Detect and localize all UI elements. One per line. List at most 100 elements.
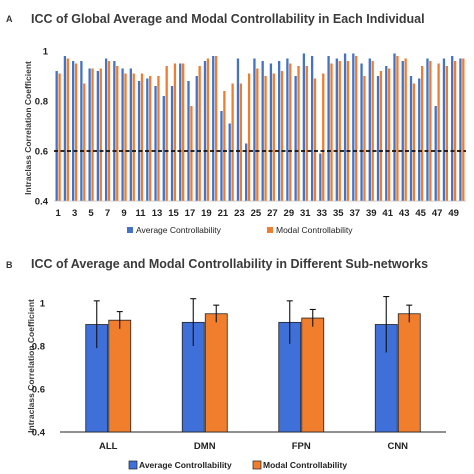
panel-b-y-tick-label: 0.4 [32,428,46,439]
panel-a-average-bar [187,81,190,201]
panel-b-y-axis-label: Intraclass Correlation Coefficient [26,299,36,433]
panel-a-x-tick-label: 29 [284,208,295,219]
panel-a-modal-bar [338,61,341,201]
panel-a-modal-bar [132,73,135,201]
panel-a-modal-bar [289,63,292,201]
legend-b-average-label: Average Controllability [139,460,232,470]
panel-a-average-bar [146,78,149,201]
panel-a-modal-bar [214,56,218,201]
panel-b-x-tick-label: ALL [99,441,118,452]
panel-a-modal-bar [305,66,308,201]
panel-a-modal-bar [272,73,275,201]
panel-a-x-tick-label: 11 [135,208,146,219]
panel-a-average-bar [63,56,67,201]
panel-b-plot: 0.4 0.6 0.8 1 ALL DMN FPN CNN [32,295,446,452]
panel-b-x-tick-label: DMN [194,441,216,452]
panel-a-average-bar [393,53,396,201]
panel-a-modal-bar [404,58,407,201]
panel-a-average-bar [261,61,264,201]
panel-a-average-bar [129,68,132,201]
panel-a-average-bar [442,58,446,201]
panel-a-average-bar [426,58,429,201]
panel-a-modal-bar [420,66,424,201]
panel-a-modal-bar [206,58,210,201]
panel-a-y-axis-label: Intraclass Correlation Coefficient [23,61,33,195]
panel-a-x-tick-label: 9 [121,208,126,219]
panel-a-x-tick-label: 21 [218,208,229,219]
legend-a-average-swatch [127,227,133,233]
panel-a-average-bar [343,53,347,201]
panel-b-x-tick-label: CNN [387,441,408,452]
panel-a-modal-bar [239,83,242,201]
panel-a-average-bar [113,61,116,201]
panel-a-x-tick-label: 33 [317,208,328,219]
panel-a-y-tick-label: 0.6 [35,147,48,158]
panel-a-average-bar [55,71,58,201]
panel-a-average-bar [352,53,355,201]
panel-a-average-bar [418,78,421,201]
panel-a-modal-bar [74,63,78,201]
panel-a-x-tick-label: 7 [105,208,110,219]
panel-a-average-bar [72,61,75,201]
panel-a-average-bar [385,66,388,201]
panel-a-modal-bar [363,76,366,201]
panel-a-x-tick-label: 23 [234,208,245,219]
panel-b-legend: Average Controllability Modal Controllab… [128,460,347,470]
panel-a-x-tick-label: 49 [448,208,459,219]
panel-a-average-bar [269,63,273,201]
panel-a-x-tick-label: 15 [168,208,179,219]
panel-b-letter: B [6,260,13,270]
panel-a-average-bar [319,153,322,201]
panel-a-x-tick-label: 47 [432,208,443,219]
panel-a-modal-bar [322,73,325,201]
panel-a-legend: Average Controllability Modal Controllab… [127,225,353,235]
panel-a-modal-bar [453,61,457,201]
panel-a-average-bar [236,58,240,201]
panel-a-modal-bar [330,63,333,201]
legend-a-modal-swatch [267,227,273,233]
panel-a-average-bar [253,58,256,201]
panel-a-average-bar [409,76,413,201]
panel-a-modal-bar [107,61,111,201]
legend-b-modal-label: Modal Controllability [263,460,347,470]
panel-a-letter: A [6,14,13,24]
panel-a-modal-bar [66,58,69,201]
panel-a-modal-bar [264,76,267,201]
panel-a-average-bar [80,61,83,201]
panel-b-modal-bar [204,313,228,433]
panel-a-average-bar [278,61,281,201]
legend-a-average-label: Average Controllability [136,225,222,235]
panel-a-average-bar [459,58,462,201]
panel-a-modal-bar [190,106,193,201]
panel-a-x-tick-label: 37 [349,208,360,219]
panel-a-x-tick-label: 17 [185,208,196,219]
panel-a-modal-bar [462,58,465,201]
panel-b-x-tick-label: FPN [292,441,311,452]
panel-a-modal-bar [346,61,350,201]
panel-a-plot: 0.40.60.811 3 5 7 9 11 13 15 17 19 21 23 25 27 29 31 33 3… [35,47,466,219]
panel-a-x-tick-label: 19 [201,208,212,219]
panel-a-modal-bar [280,71,284,201]
panel-a-modal-bar [445,66,448,201]
panel-a-x-tick-label: 27 [267,208,278,219]
panel-b-y-tick-label: 0.6 [32,385,45,396]
panel-a-x-tick-label: 41 [382,208,393,219]
panel-b-modal-bar [397,313,421,433]
panel-a-y-tick-label: 1 [43,47,49,58]
panel-a-average-bar [327,56,330,201]
panel-a-x-tick-label: 3 [72,208,77,219]
panel-a-average-bar [170,86,174,201]
panel-b-title: ICC of Average and Modal Controllability… [31,257,428,271]
panel-b-y-tick-label: 0.8 [32,342,45,353]
panel-a-x-tick-label: 43 [399,208,410,219]
panel-a-x-tick-label: 5 [88,208,94,219]
panel-a-title: ICC of Global Average and Modal Controll… [31,12,425,26]
panel-a-modal-bar [149,76,152,201]
panel-a-modal-bar [429,61,432,201]
panel-a-modal-bar [91,68,94,201]
panel-a-modal-bar [182,63,185,201]
panel-a-modal-bar [198,66,201,201]
panel-a-average-bar [294,76,297,201]
panel-a-modal-bar [256,68,259,201]
